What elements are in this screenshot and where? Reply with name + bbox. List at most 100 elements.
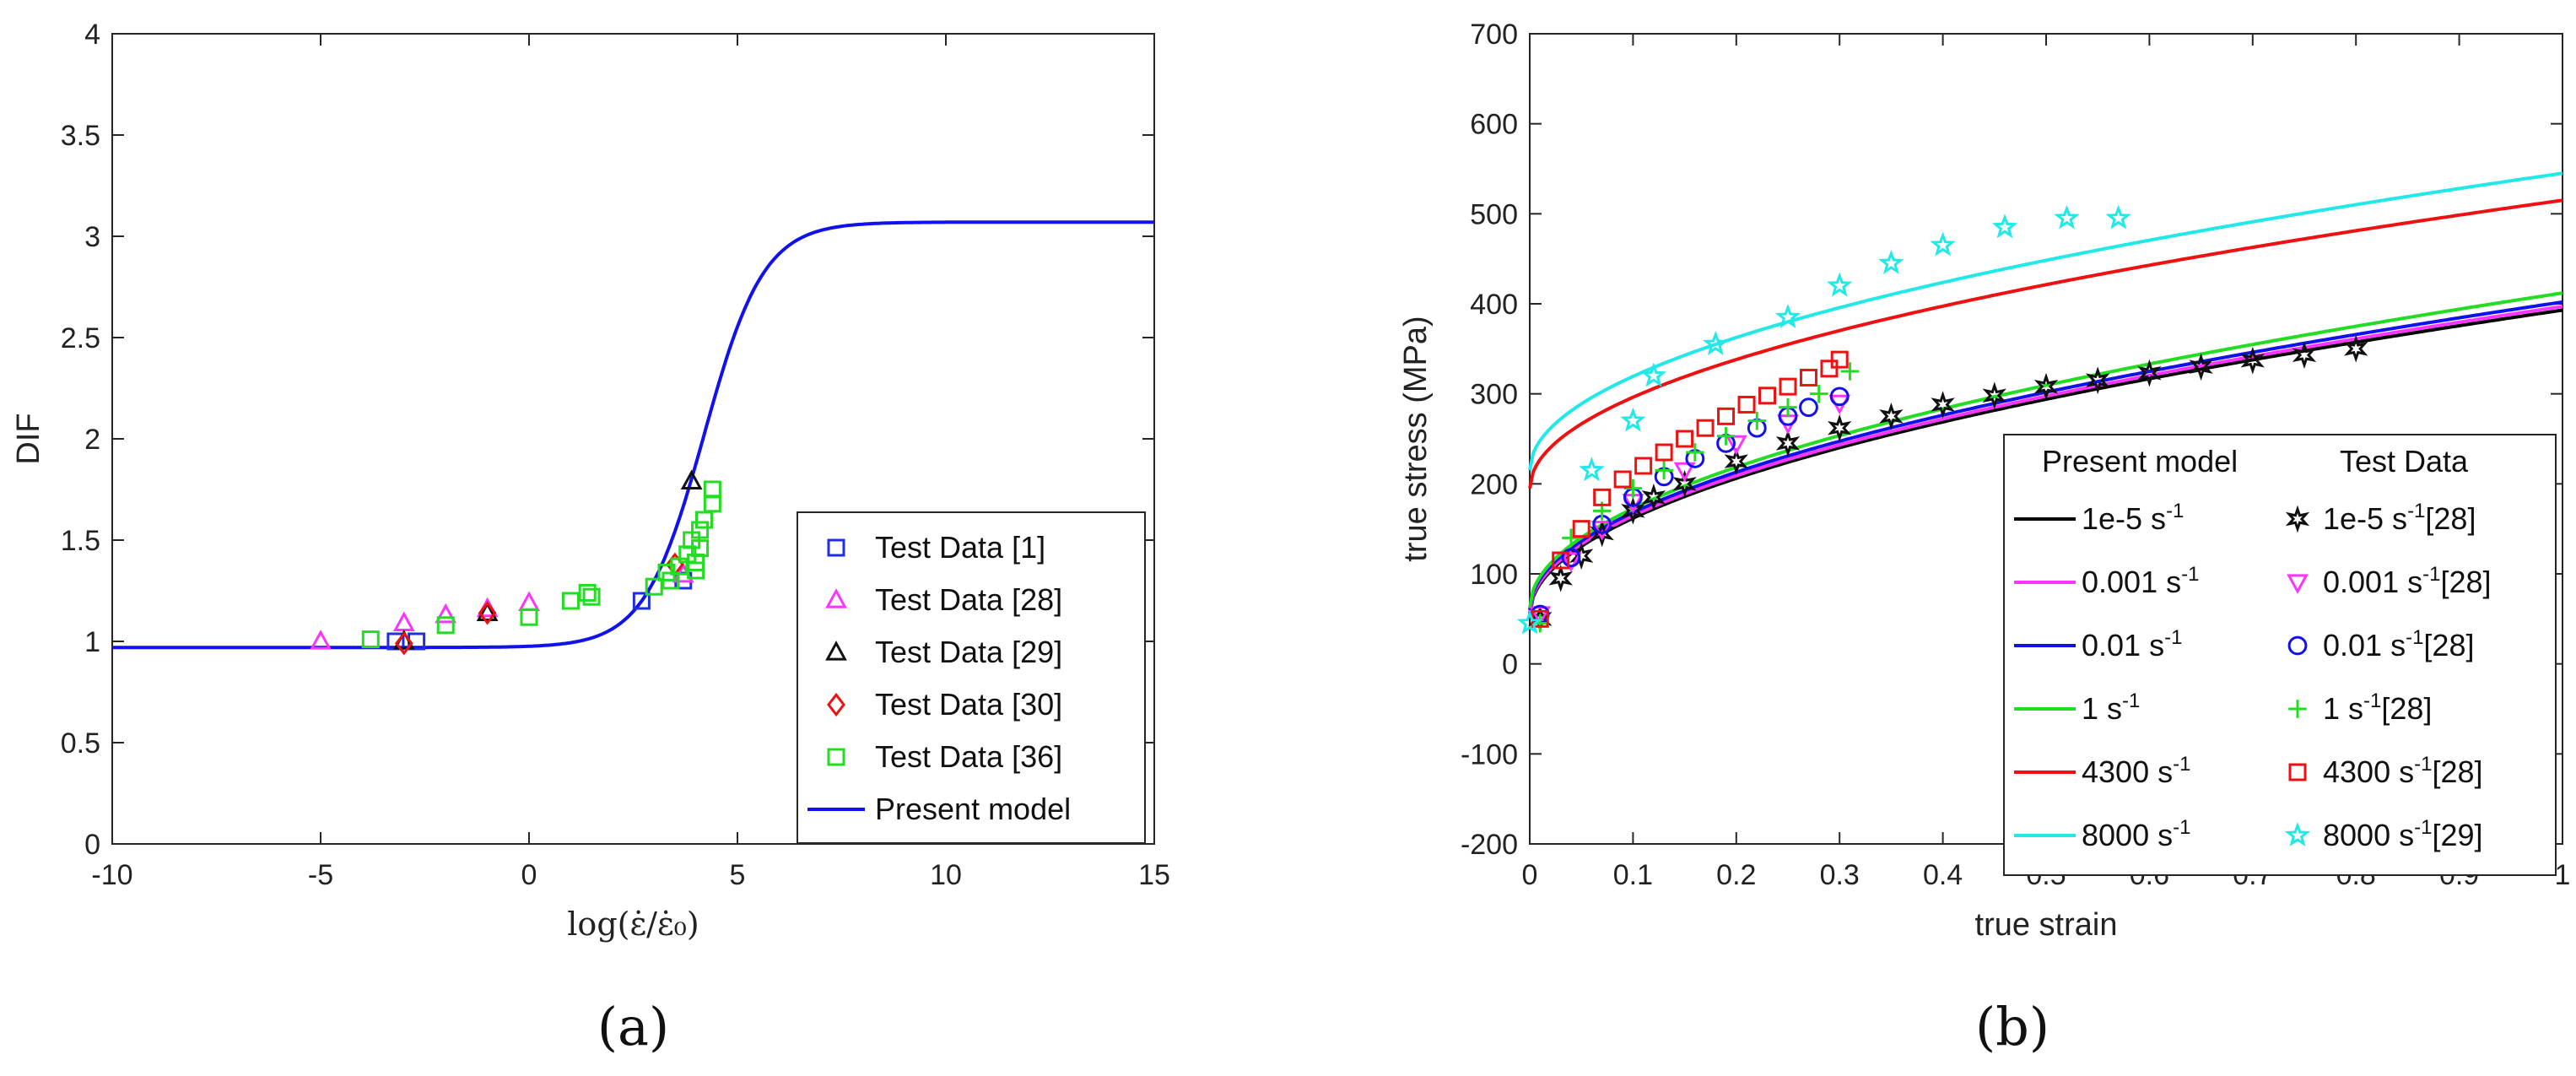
y-tick-label: 3: [84, 221, 100, 253]
series-line-present-model: [112, 220, 1154, 650]
legend-header-test: Test Data: [2340, 444, 2469, 479]
x-tick-label: 15: [1138, 859, 1170, 891]
data-point: [1716, 427, 1736, 446]
data-point: [1878, 250, 1904, 274]
data-point: [1593, 488, 1612, 506]
legend-box: [797, 511, 1146, 844]
data-point: [1737, 395, 1756, 414]
legend-label: Present model: [875, 792, 1071, 826]
data-point: [1560, 552, 1582, 572]
data-point: [1572, 520, 1590, 538]
x-tick-label: -5: [308, 859, 333, 891]
data-point: [1799, 368, 1817, 387]
x-tick-label: 0.1: [1613, 859, 1653, 891]
y-tick-label: 700: [1470, 19, 1518, 51]
chart-b: 00.10.20.30.40.50.60.70.80.91-200-100010…: [1398, 19, 2570, 1057]
data-point: [687, 561, 705, 580]
x-tick-label: -10: [91, 859, 132, 891]
y-tick-label: 400: [1470, 289, 1518, 321]
panel-label-b: (b): [1975, 996, 2049, 1057]
y-tick-label: 100: [1470, 559, 1518, 591]
x-tick-label: 0: [1522, 859, 1538, 891]
data-point: [1879, 402, 1904, 430]
x-tick-label: 10: [930, 859, 962, 891]
data-point: [1655, 443, 1673, 462]
data-point: [478, 601, 497, 625]
data-point: [1830, 350, 1849, 369]
legend-marker: [2285, 505, 2310, 533]
data-point: [691, 521, 710, 539]
data-point: [694, 511, 713, 529]
data-point: [361, 630, 380, 649]
x-tick-label: 0.4: [1923, 859, 1963, 891]
data-point: [1991, 214, 2018, 239]
legend-label: Test Data [28]: [875, 582, 1062, 617]
data-point: [2085, 366, 2110, 395]
x-axis-label: log(ε̇/ε̇₀): [567, 906, 699, 943]
data-point: [476, 601, 499, 621]
data-point: [2033, 372, 2059, 401]
y-tick-label: -100: [1461, 738, 1518, 771]
series-line: [1528, 198, 2563, 489]
data-point: [1696, 419, 1715, 437]
data-point: [1548, 564, 1574, 592]
y-tick-label: 1: [84, 626, 100, 658]
legend-label-test: 8000 s-1[29]: [2323, 816, 2482, 852]
data-point: [518, 591, 540, 611]
data-point: [2054, 204, 2080, 230]
y-tick-label: -200: [1461, 829, 1518, 861]
legend-marker: [825, 588, 847, 608]
legend-header-model: Present model: [2042, 444, 2238, 479]
x-axis-label: true strain: [1975, 907, 2118, 943]
data-point: [1840, 362, 1860, 381]
data-point: [435, 603, 457, 624]
data-point: [1725, 435, 1747, 456]
data-point: [394, 631, 413, 656]
data-point: [582, 587, 601, 606]
legend-label: Test Data [36]: [875, 739, 1062, 774]
legend-marker: [827, 748, 845, 766]
legend-marker: [2284, 822, 2311, 846]
data-point: [1809, 384, 1828, 403]
data-point: [2105, 204, 2131, 230]
y-tick-label: 2.5: [61, 322, 100, 354]
data-point: [1620, 407, 1646, 432]
legend-marker: [2287, 574, 2309, 594]
y-tick-label: 1.5: [61, 525, 100, 557]
legend-box: [2003, 434, 2557, 876]
y-axis-label: true stress (MPa): [1398, 316, 1434, 561]
data-point: [1686, 443, 1704, 462]
data-point: [1672, 469, 1697, 498]
x-tick-label: 5: [730, 859, 746, 891]
data-point: [1621, 496, 1645, 525]
data-point: [2189, 353, 2213, 381]
y-tick-label: 200: [1470, 468, 1518, 500]
data-point: [1552, 551, 1570, 570]
data-point: [1634, 457, 1653, 475]
data-point: [1758, 387, 1777, 405]
data-point: [645, 577, 663, 596]
legend-marker: [2287, 635, 2308, 656]
data-point: [1561, 548, 1581, 568]
data-point: [1775, 429, 1801, 457]
legend-marker: [2288, 763, 2307, 781]
data-point: [1774, 304, 1801, 328]
data-point: [561, 592, 580, 610]
y-tick-label: 0: [84, 829, 100, 861]
x-tick-label: 0: [521, 859, 537, 891]
data-point: [1779, 377, 1797, 396]
legend-label-test: 0.01 s-1[28]: [2323, 626, 2474, 662]
legend-label: Test Data [30]: [875, 687, 1062, 722]
data-point: [1640, 362, 1666, 387]
data-point: [2137, 359, 2162, 387]
data-point: [1724, 447, 1748, 476]
legend-label-model: 0.01 s-1: [2082, 626, 2182, 662]
data-point: [1676, 430, 1694, 448]
legend-label-test: 4300 s-1[28]: [2323, 753, 2482, 789]
data-point: [310, 630, 332, 650]
legend-label-model: 0.001 s-1: [2082, 563, 2199, 599]
x-tick-label: 0.3: [1820, 859, 1860, 891]
data-point: [1779, 397, 1797, 417]
y-tick-label: 300: [1470, 379, 1518, 411]
data-point: [1820, 360, 1839, 378]
